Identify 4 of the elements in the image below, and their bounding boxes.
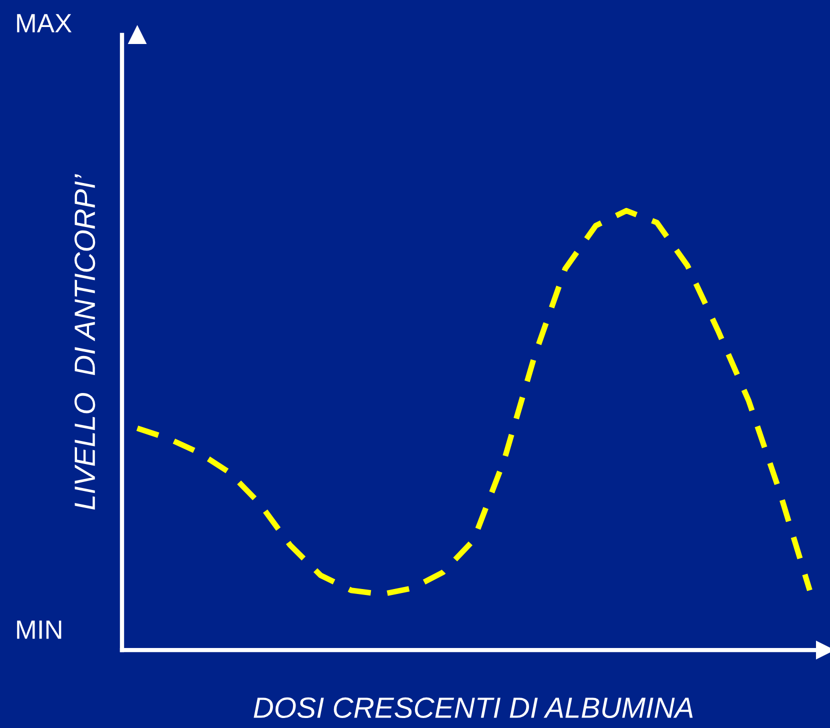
text: MAX (17, 14, 72, 32)
y-axis-title: LIVELLO DI ANTICORPI’ (74, 174, 96, 510)
x-axis-title: DOSI CRESCENTI DI ALBUMINA (254, 697, 693, 718)
text: MIN (17, 620, 62, 639)
